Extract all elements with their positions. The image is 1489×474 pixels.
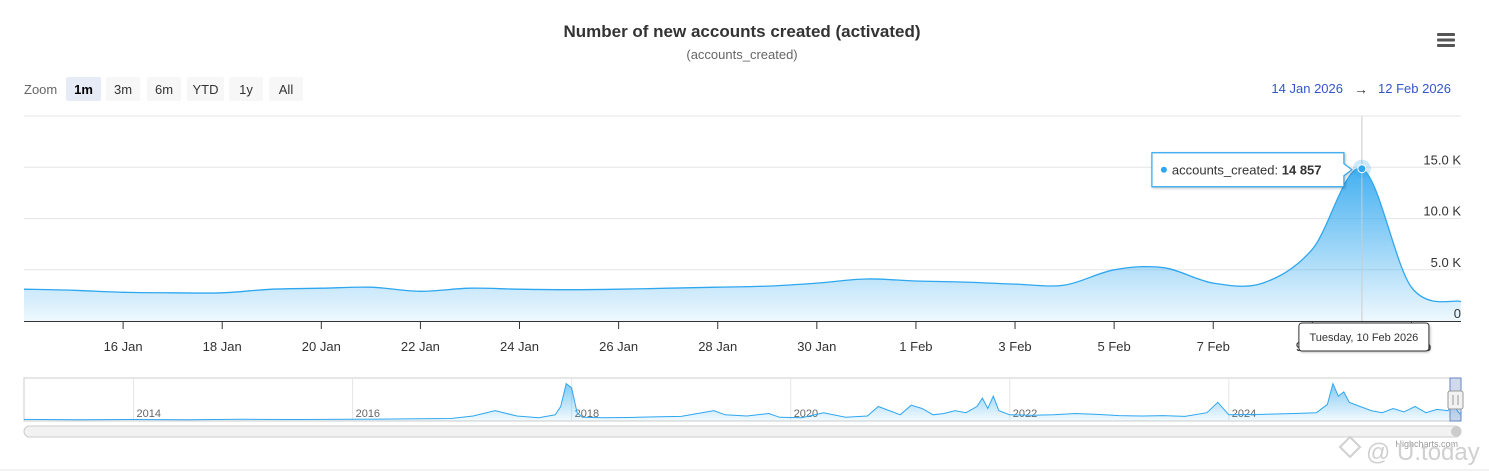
data-point[interactable] bbox=[1257, 277, 1269, 289]
series-line-accounts-created bbox=[23, 168, 1462, 303]
zoom-button-6m[interactable]: 6m bbox=[147, 77, 181, 101]
data-point[interactable] bbox=[1207, 277, 1219, 289]
data-point[interactable] bbox=[167, 287, 179, 299]
data-point[interactable] bbox=[712, 281, 724, 293]
x-tick-label: 5 Feb bbox=[1098, 339, 1131, 354]
y-tick-label: 10.0 K bbox=[1423, 204, 1461, 219]
data-point[interactable] bbox=[68, 284, 80, 296]
crosshair-date-label: Tuesday, 10 Feb 2026 bbox=[1298, 322, 1430, 352]
tooltip-label: accounts_created: 14 857 bbox=[1172, 163, 1322, 178]
scrollbar-thumb[interactable] bbox=[1451, 426, 1461, 437]
data-point[interactable] bbox=[910, 275, 922, 287]
data-point[interactable] bbox=[1009, 278, 1021, 290]
zoom-button-all[interactable]: All bbox=[269, 77, 303, 101]
x-tick-label: 30 Jan bbox=[797, 339, 836, 354]
tooltip-box: accounts_created: 14 857 bbox=[1151, 152, 1353, 188]
navigator-series-area bbox=[24, 383, 1461, 421]
watermark: @ U.today bbox=[1338, 435, 1480, 466]
scrollbar-track[interactable] bbox=[23, 425, 1462, 438]
y-axis: 0 5.0 K 10.0 K 15.0 K bbox=[1423, 152, 1461, 321]
x-tick-label: 18 Jan bbox=[203, 339, 242, 354]
range-to-date[interactable]: 12 Feb 2026 bbox=[1378, 81, 1451, 96]
series-area-accounts-created bbox=[24, 168, 1461, 321]
data-point[interactable] bbox=[1108, 264, 1120, 276]
plot-area bbox=[18, 168, 1462, 321]
data-point[interactable] bbox=[117, 286, 129, 298]
x-tick-label: 16 Jan bbox=[104, 339, 143, 354]
zoom-button-label: YTD bbox=[193, 82, 219, 97]
zoom-button-label: 6m bbox=[155, 82, 173, 97]
navigator-series-line bbox=[23, 382, 1462, 421]
range-arrow: → bbox=[1354, 81, 1368, 97]
zoom-button-label: 1y bbox=[239, 82, 253, 97]
data-point[interactable] bbox=[18, 283, 30, 295]
credits-text[interactable]: Highcharts.com bbox=[1395, 439, 1458, 449]
tooltip-series-name: accounts_created: bbox=[1172, 163, 1282, 178]
x-tick-label: 22 Jan bbox=[401, 339, 440, 354]
x-tick-label: 24 Jan bbox=[500, 339, 539, 354]
navigator[interactable]: 2014 2016 2018 2020 2022 2024 bbox=[23, 377, 1464, 438]
watermark-text: @ U.today bbox=[1366, 439, 1480, 466]
data-point[interactable] bbox=[365, 281, 377, 293]
y-tick-label: 15.0 K bbox=[1423, 152, 1461, 167]
tooltip-series-marker bbox=[1160, 166, 1167, 173]
data-point[interactable] bbox=[811, 277, 823, 289]
data-point[interactable] bbox=[563, 284, 575, 296]
data-point[interactable] bbox=[959, 276, 971, 288]
y-tick-label: 5.0 K bbox=[1431, 255, 1462, 270]
range-from-date[interactable]: 14 Jan 2026 bbox=[1271, 81, 1343, 96]
x-tick-label: 1 Feb bbox=[899, 339, 932, 354]
zoom-label: Zoom bbox=[24, 82, 57, 97]
y-tick-label: 0 bbox=[1454, 306, 1461, 321]
zoom-button-label: All bbox=[279, 82, 294, 97]
data-point[interactable] bbox=[414, 285, 426, 297]
data-point[interactable] bbox=[1059, 279, 1071, 291]
tooltip-value: 14 857 bbox=[1282, 163, 1322, 178]
data-point[interactable] bbox=[216, 287, 228, 299]
data-point[interactable] bbox=[266, 283, 278, 295]
zoom-button-1y[interactable]: 1y bbox=[229, 77, 263, 101]
zoom-button-1m[interactable]: 1m bbox=[66, 77, 101, 101]
navigator-year-label: 2014 bbox=[137, 408, 161, 420]
grid-lines bbox=[24, 115, 1461, 271]
data-point[interactable] bbox=[662, 282, 674, 294]
x-tick-label: 26 Jan bbox=[599, 339, 638, 354]
x-tick-label: 20 Jan bbox=[302, 339, 341, 354]
x-tick-label: 7 Feb bbox=[1197, 339, 1230, 354]
data-point[interactable] bbox=[464, 282, 476, 294]
navigator-handle-icon[interactable] bbox=[1447, 390, 1464, 410]
data-point[interactable] bbox=[860, 273, 872, 285]
x-axis: 16 Jan 18 Jan 20 Jan 22 Jan 24 Jan 26 Jan 28 J… bbox=[24, 321, 1461, 354]
hamburger-menu-icon[interactable] bbox=[1436, 32, 1456, 48]
zoom-button-ytd[interactable]: YTD bbox=[187, 77, 224, 101]
zoom-button-label: 3m bbox=[114, 82, 132, 97]
data-point[interactable] bbox=[1405, 281, 1417, 293]
data-point[interactable] bbox=[1158, 262, 1170, 274]
data-point[interactable] bbox=[514, 283, 526, 295]
data-point[interactable] bbox=[761, 280, 773, 292]
watermark-logo-icon bbox=[1338, 435, 1362, 459]
hover-point[interactable] bbox=[1357, 164, 1367, 174]
zoom-button-label: 1m bbox=[74, 82, 93, 97]
crosshair-date-text: Tuesday, 10 Feb 2026 bbox=[1309, 332, 1418, 344]
crosshair bbox=[1352, 116, 1371, 321]
zoom-buttons: 1m 3m 6m YTD 1y All bbox=[66, 77, 303, 101]
data-point[interactable] bbox=[613, 283, 625, 295]
data-point[interactable] bbox=[1306, 243, 1318, 255]
x-tick-label: 3 Feb bbox=[998, 339, 1031, 354]
chart-title: Number of new accounts created (activate… bbox=[563, 22, 920, 41]
navigator-year-label: 2016 bbox=[356, 408, 380, 420]
chart-subtitle: (accounts_created) bbox=[686, 47, 797, 62]
zoom-button-3m[interactable]: 3m bbox=[106, 77, 140, 101]
tooltip: accounts_created: 14 857 Tuesday, 10 Feb … bbox=[1151, 152, 1430, 352]
x-tick-label: 28 Jan bbox=[698, 339, 737, 354]
data-point[interactable] bbox=[315, 282, 327, 294]
